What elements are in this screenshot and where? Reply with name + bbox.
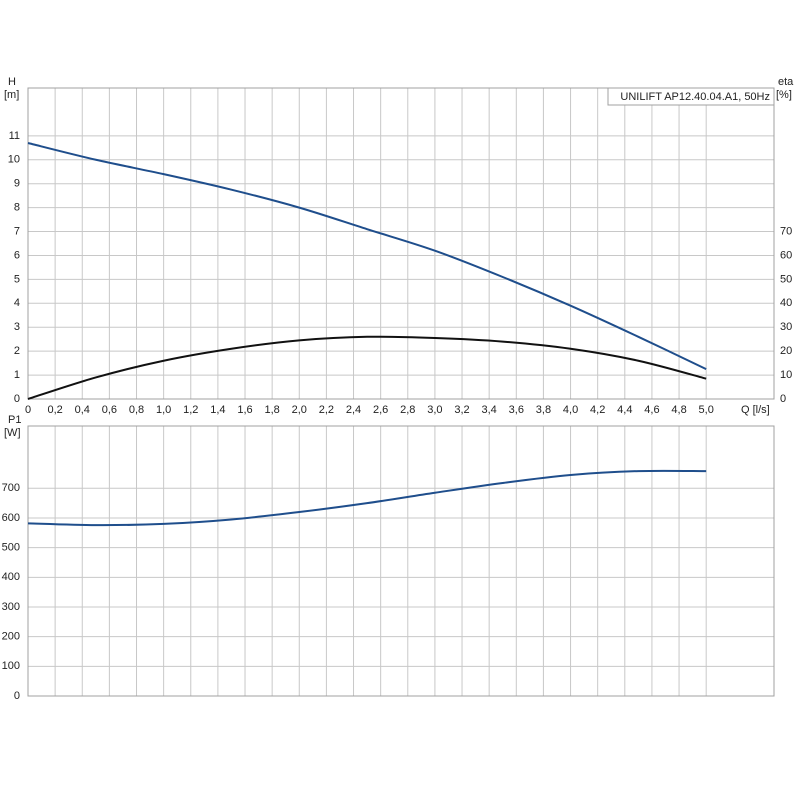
plot-area — [28, 426, 774, 696]
x-tick-label: 2,8 — [400, 404, 415, 416]
y-tick-label: 9 — [14, 178, 20, 190]
x-tick-label: 5,0 — [699, 404, 714, 416]
x-tick-label: 1,0 — [156, 404, 171, 416]
x-axis-label: Q [l/s] — [741, 404, 770, 416]
x-tick-label: 1,4 — [210, 404, 225, 416]
y-tick-label: 700 — [2, 482, 20, 494]
curve — [27, 142, 707, 370]
y-tick-label: 200 — [2, 631, 20, 643]
y2-tick-label: 50 — [780, 273, 792, 285]
x-tick-label: 3,4 — [482, 404, 497, 416]
y2-tick-label: 0 — [780, 393, 786, 405]
x-tick-label: 1,2 — [183, 404, 198, 416]
y2-tick-label: 10 — [780, 369, 792, 381]
x-tick-label: 3,6 — [509, 404, 524, 416]
y-tick-label: 300 — [2, 601, 20, 613]
y-tick-label: 8 — [14, 202, 20, 214]
y-tick-label: 600 — [2, 512, 20, 524]
y2-tick-label: 20 — [780, 345, 792, 357]
x-tick-label: 3,8 — [536, 404, 551, 416]
y-tick-label: 6 — [14, 249, 20, 261]
y-tick-label: 100 — [2, 660, 20, 672]
curve — [27, 469, 707, 527]
y-tick-label: 4 — [14, 297, 20, 309]
y-tick-label: 3 — [14, 321, 20, 333]
y-tick-label: 0 — [14, 690, 20, 702]
plot-area — [28, 88, 774, 399]
y-tick-label: 5 — [14, 273, 20, 285]
x-tick-label: 4,2 — [590, 404, 605, 416]
x-tick-label: 1,8 — [264, 404, 279, 416]
title-box — [607, 87, 775, 106]
x-tick-label: 0,2 — [47, 404, 62, 416]
x-tick-label: 0,8 — [129, 404, 144, 416]
y2-tick-label: 70 — [780, 225, 792, 237]
y-tick-label: 10 — [8, 154, 20, 166]
x-tick-label: 3,0 — [427, 404, 442, 416]
y-tick-label: 7 — [14, 225, 20, 237]
y-tick-label: 11 — [9, 130, 20, 142]
x-tick-label: 0,4 — [75, 404, 90, 416]
y2-axis-label: eta — [778, 76, 794, 88]
y-tick-label: 500 — [2, 542, 20, 554]
y-axis-unit: [W] — [4, 427, 21, 439]
y-tick-label: 2 — [14, 345, 20, 357]
chart-title: UNILIFT AP12.40.04.A1, 50Hz — [620, 91, 770, 103]
x-tick-label: 2,2 — [319, 404, 334, 416]
y2-axis-unit: [%] — [776, 89, 792, 101]
y2-tick-label: 30 — [780, 321, 792, 333]
x-tick-label: 4,6 — [644, 404, 659, 416]
plot-frame — [27, 425, 775, 697]
y-tick-label: 1 — [14, 369, 20, 381]
plot-frame — [27, 87, 775, 400]
x-tick-label: 0,6 — [102, 404, 117, 416]
x-tick-label: 4,4 — [617, 404, 632, 416]
x-tick-label: 4,8 — [671, 404, 686, 416]
x-tick-label: 2,4 — [346, 404, 361, 416]
x-tick-label: 0 — [25, 404, 31, 416]
y2-tick-label: 60 — [780, 249, 792, 261]
x-tick-label: 1,6 — [237, 404, 252, 416]
x-tick-label: 4,0 — [563, 404, 578, 416]
x-tick-label: 2,0 — [292, 404, 307, 416]
x-tick-label: 2,6 — [373, 404, 388, 416]
y-axis-label: P1 — [8, 414, 21, 426]
y-axis-unit: [m] — [4, 89, 19, 101]
y2-tick-label: 40 — [780, 297, 792, 309]
x-tick-label: 3,2 — [454, 404, 469, 416]
y-tick-label: 0 — [14, 393, 20, 405]
curve — [27, 335, 707, 400]
y-tick-label: 400 — [2, 571, 20, 583]
y-axis-label: H — [8, 76, 16, 88]
